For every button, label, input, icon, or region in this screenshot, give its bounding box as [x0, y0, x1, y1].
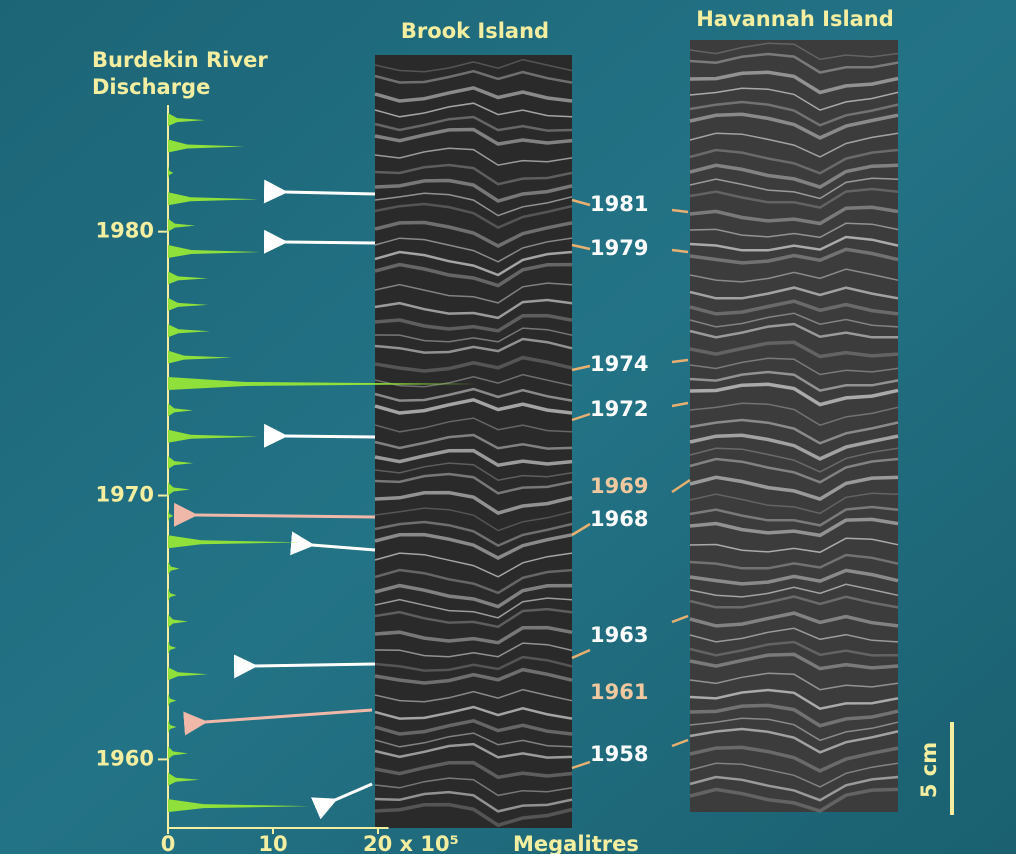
scale-label: 5 cm — [917, 742, 941, 798]
x-tick-label: 10 — [258, 832, 287, 854]
x-tick-label: 0 — [161, 832, 176, 854]
core-year-label: 1981 — [590, 192, 648, 216]
y-tick-label: 1960 — [96, 746, 154, 770]
core-year-label: 1972 — [590, 397, 648, 421]
core-year-label: 1969 — [590, 474, 648, 498]
page: Burdekin River Discharge Brook Island Ha… — [0, 0, 1016, 854]
x-tick-label: 20 x 10⁵ — [363, 832, 459, 854]
core-title: Havannah Island — [696, 7, 894, 31]
core-year-label: 1968 — [590, 507, 648, 531]
core-year-label: 1963 — [590, 623, 648, 647]
y-tick-label: 1980 — [96, 219, 154, 243]
x-axis-label: Megalitres — [513, 832, 639, 854]
core-year-label: 1961 — [590, 680, 648, 704]
core-year-label: 1979 — [590, 236, 648, 260]
figure: Burdekin River Discharge Brook Island Ha… — [0, 0, 1016, 854]
chart-title: Discharge — [92, 75, 210, 99]
chart-title: Burdekin River — [92, 48, 268, 72]
core-year-label: 1974 — [590, 352, 648, 376]
core-year-label: 1958 — [590, 742, 648, 766]
core-title: Brook Island — [401, 19, 549, 43]
y-tick-label: 1970 — [96, 483, 154, 507]
